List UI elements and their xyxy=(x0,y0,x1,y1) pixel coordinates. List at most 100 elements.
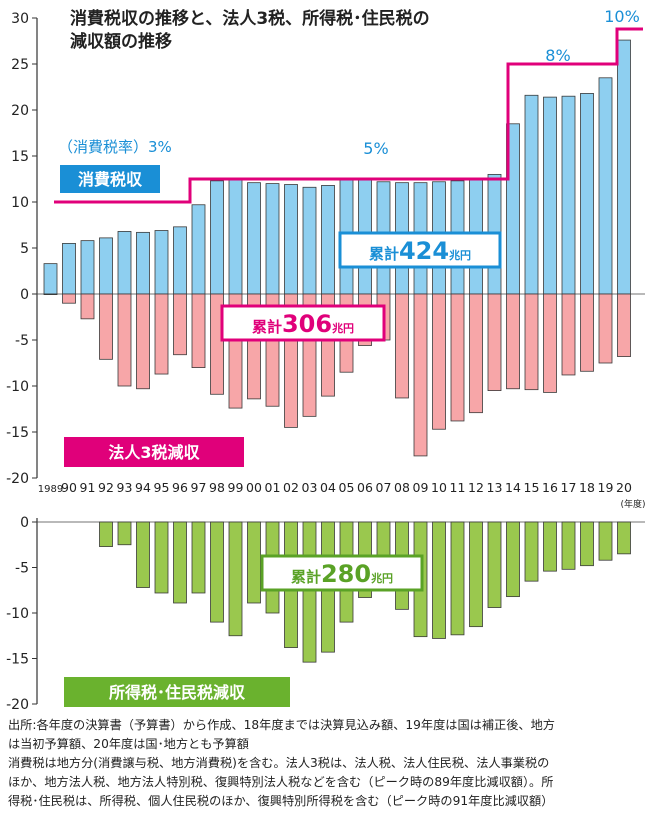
consumption-bar xyxy=(173,226,187,295)
consumption-bar xyxy=(617,39,631,295)
tax-rate-label-10: 10% xyxy=(604,7,640,26)
x-tick-label: 94 xyxy=(135,480,151,495)
income-bar xyxy=(210,521,224,623)
x-tick-label: 08 xyxy=(394,480,410,495)
corporate-bar xyxy=(191,293,206,368)
corporate-bar xyxy=(62,293,76,304)
x-tick-label: 03 xyxy=(302,480,318,495)
corporate-bar xyxy=(450,293,465,422)
corporate-bar xyxy=(524,293,539,391)
x-unit-label: (年度) xyxy=(620,498,645,510)
x-tick-label: 11 xyxy=(450,480,466,495)
y-tick-label: 0 xyxy=(20,515,29,531)
consumption-bar xyxy=(117,231,132,295)
consumption-bar xyxy=(43,263,58,295)
corporate-label-box xyxy=(64,437,244,467)
tax-rate-label-8: 8% xyxy=(545,46,570,65)
corporate-bar xyxy=(487,293,502,391)
corporate-bar xyxy=(432,293,446,430)
consumption-bar xyxy=(598,77,613,295)
corporate-bar xyxy=(43,293,58,296)
x-tick-label: 14 xyxy=(505,480,521,495)
income-bar xyxy=(469,521,483,628)
corporate-bar xyxy=(413,293,428,457)
total-unit: 兆円 xyxy=(371,571,393,585)
note-line: は当初予算額、20年度は国･地方とも予算額 xyxy=(8,737,249,751)
income-bar xyxy=(487,521,502,608)
tax-rate-line xyxy=(54,27,643,204)
x-tick-label: 96 xyxy=(172,480,188,495)
consumption-bar xyxy=(543,96,557,295)
total-prefix: 累計 xyxy=(252,318,282,336)
x-tick-label: 99 xyxy=(228,480,244,495)
y-tick-label: 5 xyxy=(20,241,29,257)
income-bar xyxy=(154,521,169,594)
income-bar xyxy=(247,521,261,604)
income-bar xyxy=(228,521,243,637)
consumption-bar xyxy=(580,93,594,295)
income-total-text: 累計280兆円 xyxy=(291,560,393,588)
consumption-bar xyxy=(210,180,224,295)
corporate-bar xyxy=(210,293,224,395)
consumption-bar xyxy=(62,242,76,295)
x-tick-label: 20 xyxy=(616,480,632,495)
corporate-bar xyxy=(80,293,95,320)
chart-title-line2: 減収額の推移 xyxy=(70,32,172,52)
income-label: 所得税･住民税減収 xyxy=(109,683,246,702)
x-tick-label: 01 xyxy=(265,480,281,495)
consumption-bar xyxy=(191,204,206,295)
corporate-bar xyxy=(580,293,594,372)
income-bar xyxy=(136,521,150,588)
consumption-bar xyxy=(302,186,317,295)
corporate-bar xyxy=(543,293,557,393)
tax-rate-label-5: 5% xyxy=(363,139,388,158)
x-tick-label: 91 xyxy=(80,480,96,495)
income-bar xyxy=(524,521,539,582)
x-tick-label: 18 xyxy=(579,480,595,495)
corporate-bar xyxy=(598,293,613,364)
y-tick-label: -20 xyxy=(6,697,29,712)
source-notes: 出所:各年度の決算書（予算書）から作成、18年度までは決算見込み額、19年度は国… xyxy=(8,716,642,811)
x-tick-label: 17 xyxy=(561,480,577,495)
total-value: 424 xyxy=(399,237,449,265)
consumption-total-text: 累計424兆円 xyxy=(369,237,471,265)
consumption-bar xyxy=(561,95,576,295)
x-tick-label: 06 xyxy=(357,480,373,495)
x-tick-label: 13 xyxy=(487,480,503,495)
note-line: ほか、地方法人税、地方法人特別税、復興特別法人税などを含む（ピーク時の89年度比… xyxy=(8,775,554,789)
consumption-bar xyxy=(284,184,298,295)
consumption-bar xyxy=(154,230,169,295)
note-line: 出所:各年度の決算書（予算書）から作成、18年度までは決算見込み額、19年度は国… xyxy=(8,718,555,732)
y-tick-label: 15 xyxy=(11,149,29,165)
note-line: 得税･住民税は、所得税、個人住民税のほか、復興特別所得税を含む（ピーク時の91年… xyxy=(8,794,554,808)
x-tick-label: 04 xyxy=(320,480,336,495)
x-tick-label: 10 xyxy=(431,480,447,495)
income-bar xyxy=(543,521,557,572)
income-bar xyxy=(432,521,446,639)
income-bar xyxy=(598,521,613,561)
y-tick-label: 30 xyxy=(11,11,29,27)
income-bar xyxy=(302,521,317,663)
income-bar xyxy=(450,521,465,636)
x-tick-label: 00 xyxy=(246,480,262,495)
x-tick-label: 19 xyxy=(598,480,614,495)
total-prefix: 累計 xyxy=(369,245,399,263)
corporate-bar xyxy=(469,293,483,414)
consumption-label-box xyxy=(60,165,160,193)
income-bar xyxy=(561,521,576,570)
chart-canvas: 30 25 20 15 10 5 0 -5 -10 -15 -20 （消費税率）3% 5% 8% 10% 消費… xyxy=(6,7,645,712)
x-tick-label: 97 xyxy=(191,480,207,495)
consumption-total-box xyxy=(338,231,502,269)
total-unit: 兆円 xyxy=(449,248,471,262)
income-bar xyxy=(173,521,187,604)
consumption-bar xyxy=(321,185,335,295)
total-value: 280 xyxy=(321,560,371,588)
income-bar xyxy=(580,521,594,567)
y-tick-label: -5 xyxy=(15,333,29,349)
x-tick-label: 09 xyxy=(413,480,429,495)
y-tick-label: -15 xyxy=(6,652,29,668)
income-bar xyxy=(506,521,520,598)
x-tick-label: 92 xyxy=(98,480,114,495)
tax-rate-label-3: （消費税率）3% xyxy=(58,138,172,156)
income-total-box xyxy=(260,554,424,592)
